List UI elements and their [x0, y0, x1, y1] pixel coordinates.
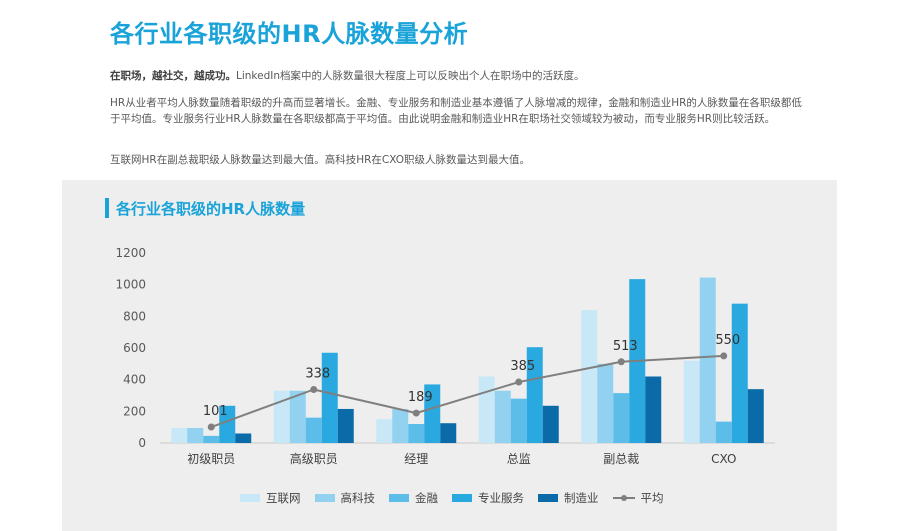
chart-title: 各行业各职级的HR人脉数量 [116, 200, 306, 218]
intro-paragraph: 在职场，越社交，越成功。LinkedIn档案中的人脉数量很大程度上可以反映出个人… [110, 68, 810, 84]
bar [235, 433, 252, 443]
analysis-paragraph: HR从业者平均人脉数量随着职级的升高而显著增长。金融、专业服务和制造业基本遵循了… [110, 97, 802, 125]
average-data-label: 385 [510, 359, 535, 374]
intro-rest: LinkedIn档案中的人脉数量很大程度上可以反映出个人在职场中的活跃度。 [236, 70, 585, 82]
x-tick-label: 初级职员 [187, 452, 235, 466]
average-point [310, 385, 318, 393]
average-data-label: 189 [408, 390, 433, 405]
average-data-label: 338 [305, 366, 330, 381]
average-point [515, 378, 523, 386]
average-data-label: 101 [203, 404, 228, 419]
bar [424, 384, 441, 443]
bar [597, 363, 614, 443]
legend-label: 制造业 [564, 491, 599, 505]
legend-item: 互联网 [240, 490, 301, 506]
bar [440, 423, 457, 443]
legend-swatch [240, 494, 260, 502]
legend-item: 高科技 [314, 490, 376, 506]
x-tick-label: 高级职员 [290, 451, 338, 466]
y-tick-label: 0 [138, 436, 146, 450]
bar [289, 390, 306, 443]
bar [613, 393, 630, 443]
bar [187, 427, 204, 443]
y-tick-label: 1000 [115, 278, 146, 292]
average-point [207, 423, 215, 431]
conclusion-paragraph: 互联网HR在副总裁职级人脉数量达到最大值。高科技HR在CXO职级人脉数量达到最大… [110, 154, 530, 166]
bar [715, 421, 732, 443]
legend-item: 制造业 [538, 490, 599, 506]
x-tick-label: CXO [711, 452, 736, 466]
bar [219, 405, 236, 443]
legend-swatch [314, 494, 335, 502]
bar [542, 405, 559, 443]
x-tick-label: 总监 [507, 452, 531, 466]
bar [376, 419, 393, 443]
y-tick-label: 1200 [115, 246, 146, 260]
intro-lead: 在职场，越社交，越成功。 [110, 70, 236, 82]
legend-swatch [538, 494, 558, 502]
legend-label: 专业服务 [478, 491, 524, 505]
y-tick-label: 600 [123, 341, 146, 355]
legend-item: 金融 [389, 490, 438, 506]
bar [408, 424, 425, 443]
bar [171, 427, 188, 443]
legend-swatch [389, 494, 409, 502]
bar [203, 435, 220, 443]
average-point [412, 409, 420, 417]
average-point [720, 352, 728, 360]
bar [699, 277, 716, 443]
legend-label: 高科技 [340, 491, 376, 505]
legend-swatch [452, 494, 472, 502]
x-tick-label: 副总裁 [603, 452, 639, 466]
bar [581, 310, 598, 443]
average-point [617, 358, 625, 366]
average-data-label: 550 [715, 333, 740, 348]
y-tick-label: 400 [123, 373, 146, 387]
y-tick-label: 800 [123, 309, 146, 323]
bar [526, 347, 543, 443]
x-tick-label: 经理 [404, 452, 428, 466]
bar [494, 390, 511, 443]
legend-item-average: 平均 [612, 490, 664, 506]
chart-title-accent [105, 198, 109, 218]
bar [510, 398, 527, 443]
y-tick-label: 200 [123, 404, 146, 418]
page-title: 各行业各职级的HR人脉数量分析 [110, 20, 469, 48]
bar [392, 408, 409, 443]
average-line [210, 354, 724, 428]
bar [337, 408, 354, 443]
legend-item: 专业服务 [452, 490, 524, 506]
legend-label: 平均 [640, 491, 664, 505]
bar [305, 417, 322, 443]
legend-label: 互联网 [266, 491, 301, 505]
bar [645, 376, 662, 443]
legend-line-swatch [612, 494, 635, 502]
bar [683, 360, 700, 443]
bar [731, 303, 748, 443]
average-data-label: 513 [613, 339, 638, 354]
chart-legend: 互联网 高科技 金融 专业服务 制造业 平均 [240, 490, 664, 506]
bar [747, 389, 764, 443]
bar [273, 390, 290, 443]
bar [478, 376, 495, 443]
bar [321, 352, 338, 443]
legend-label: 金融 [415, 491, 438, 505]
